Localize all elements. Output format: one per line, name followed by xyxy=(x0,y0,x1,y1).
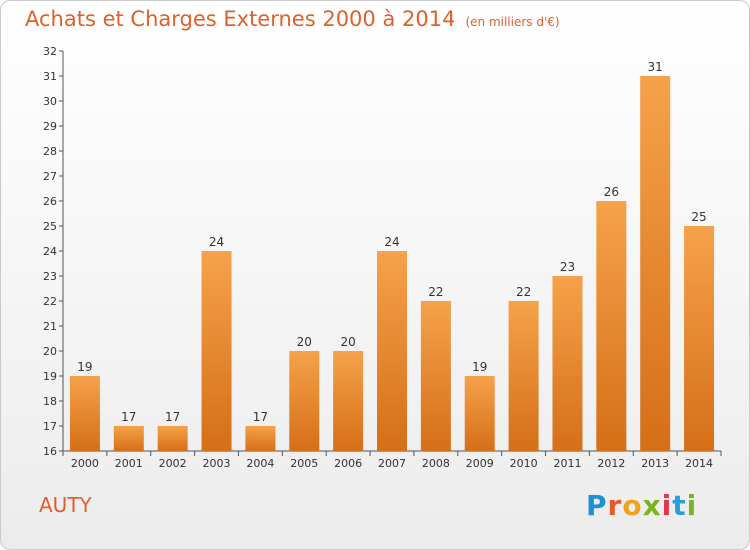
bar-value-label: 22 xyxy=(428,285,443,299)
chart-subtitle: (en milliers d'€) xyxy=(465,15,560,29)
y-tick-label: 26 xyxy=(43,195,57,208)
chart-title: Achats et Charges Externes 2000 à 2014 xyxy=(25,7,456,31)
bar-value-label: 17 xyxy=(165,410,180,424)
y-tick-label: 19 xyxy=(43,370,57,383)
bar-value-label: 17 xyxy=(121,410,136,424)
y-tick-label: 31 xyxy=(43,70,57,83)
bar xyxy=(69,376,100,451)
x-tick-label: 2012 xyxy=(597,457,625,470)
bar-value-label: 22 xyxy=(516,285,531,299)
x-tick-label: 2001 xyxy=(115,457,143,470)
bar xyxy=(113,426,144,451)
x-tick-label: 2011 xyxy=(553,457,581,470)
x-tick-label: 2006 xyxy=(334,457,362,470)
x-tick-label: 2013 xyxy=(641,457,669,470)
bar xyxy=(596,201,627,451)
bar xyxy=(464,376,495,451)
y-tick-label: 28 xyxy=(43,145,57,158)
bar xyxy=(289,351,320,451)
y-tick-label: 29 xyxy=(43,120,57,133)
bar xyxy=(552,276,583,451)
y-tick-label: 32 xyxy=(43,45,57,58)
y-tick-label: 30 xyxy=(43,95,57,108)
bar-value-label: 26 xyxy=(604,185,619,199)
y-tick-label: 16 xyxy=(43,445,57,458)
x-tick-label: 2009 xyxy=(466,457,494,470)
bar xyxy=(377,251,407,451)
bar xyxy=(245,426,276,451)
title-row: Achats et Charges Externes 2000 à 2014 (e… xyxy=(25,7,560,31)
bar-value-label: 25 xyxy=(691,210,706,224)
bar xyxy=(640,76,671,451)
x-tick-label: 2014 xyxy=(685,457,713,470)
bar xyxy=(508,301,539,451)
bar-value-label: 31 xyxy=(648,60,663,74)
y-tick-label: 20 xyxy=(43,345,57,358)
y-tick-label: 25 xyxy=(43,220,57,233)
bar xyxy=(420,301,451,451)
y-tick-label: 24 xyxy=(43,245,57,258)
bar xyxy=(333,351,364,451)
bar-value-label: 24 xyxy=(384,235,399,249)
y-tick-label: 27 xyxy=(43,170,57,183)
x-tick-label: 2005 xyxy=(290,457,318,470)
y-tick-label: 23 xyxy=(43,270,57,283)
bar xyxy=(684,226,715,451)
bar xyxy=(157,426,188,451)
y-tick-label: 21 xyxy=(43,320,57,333)
y-tick-label: 17 xyxy=(43,420,57,433)
x-tick-label: 2004 xyxy=(246,457,274,470)
bar-value-label: 24 xyxy=(209,235,224,249)
bar-value-label: 19 xyxy=(77,360,92,374)
bar-value-label: 20 xyxy=(340,335,355,349)
x-tick-label: 2010 xyxy=(510,457,538,470)
bar-value-label: 20 xyxy=(297,335,312,349)
x-tick-label: 2007 xyxy=(378,457,406,470)
x-tick-label: 2002 xyxy=(159,457,187,470)
place-name: AUTY xyxy=(39,493,92,517)
bar-value-label: 23 xyxy=(560,260,575,274)
bar-value-label: 19 xyxy=(472,360,487,374)
bar xyxy=(201,251,232,451)
x-tick-label: 2008 xyxy=(422,457,450,470)
y-tick-label: 18 xyxy=(43,395,57,408)
proxiti-logo: Proxiti xyxy=(586,489,698,522)
y-tick-label: 22 xyxy=(43,295,57,308)
x-tick-label: 2000 xyxy=(71,457,99,470)
x-tick-label: 2003 xyxy=(203,457,231,470)
bar-value-label: 17 xyxy=(253,410,268,424)
